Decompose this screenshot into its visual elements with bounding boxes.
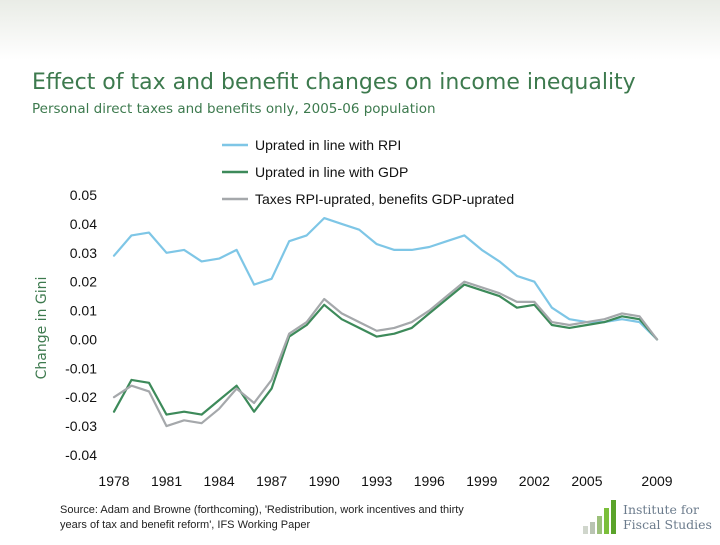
y-tick-label: 0.01 (70, 303, 97, 319)
series-line-1 (112, 217, 659, 341)
y-tick-label: -0.02 (65, 389, 97, 405)
y-tick-label: 0.03 (70, 245, 97, 261)
x-tick-label: 1990 (309, 473, 340, 489)
y-tick-label: -0.03 (65, 418, 97, 434)
y-axis-label: Change in Gini (34, 277, 50, 380)
x-tick-label: 1993 (361, 473, 392, 489)
x-tick-label: 1981 (151, 473, 182, 489)
x-tick-label: 2009 (641, 473, 672, 489)
x-tick-label: 2002 (519, 473, 550, 489)
x-tick-label: 1978 (98, 473, 129, 489)
header-band (0, 0, 720, 60)
x-tick-label: 1996 (414, 473, 445, 489)
legend-label-2: Uprated in line with GDP (255, 164, 408, 180)
y-tick-label: 0.02 (70, 274, 97, 290)
source-note: Source: Adam and Browne (forthcoming), '… (60, 503, 580, 532)
logo-bars-icon (583, 500, 616, 534)
series-line-2 (112, 283, 659, 416)
ifs-logo: Institute for Fiscal Studies (575, 498, 720, 540)
slide-subtitle: Personal direct taxes and benefits only,… (32, 101, 436, 117)
logo-line-1: Institute for (623, 502, 700, 517)
y-tick-label: -0.01 (65, 360, 97, 376)
logo-text: Institute for Fiscal Studies (623, 502, 712, 532)
y-tick-label: -0.04 (65, 447, 97, 463)
x-tick-label: 1984 (204, 473, 235, 489)
y-tick-label: 0.00 (70, 331, 97, 347)
legend-label-1: Uprated in line with RPI (255, 137, 401, 153)
x-tick-label: 1987 (256, 473, 287, 489)
legend-label-3: Taxes RPI-uprated, benefits GDP-uprated (255, 191, 514, 207)
source-line-2: years of tax and benefit reform', IFS Wo… (60, 518, 311, 531)
source-line-1: Source: Adam and Browne (forthcoming), '… (60, 504, 464, 516)
slide-title: Effect of tax and benefit changes on inc… (32, 70, 636, 95)
y-tick-label: 0.04 (70, 216, 97, 232)
logo-line-2: Fiscal Studies (623, 517, 712, 532)
x-tick-label: 1999 (466, 473, 497, 489)
line-chart: 0.05 0.04 0.03 0.02 0.01 0.00 -0.01 -0.02 -0.03 -… (34, 137, 673, 489)
x-tick-label: 2005 (571, 473, 602, 489)
series-line-3 (112, 280, 659, 428)
y-tick-label: 0.05 (70, 187, 97, 203)
